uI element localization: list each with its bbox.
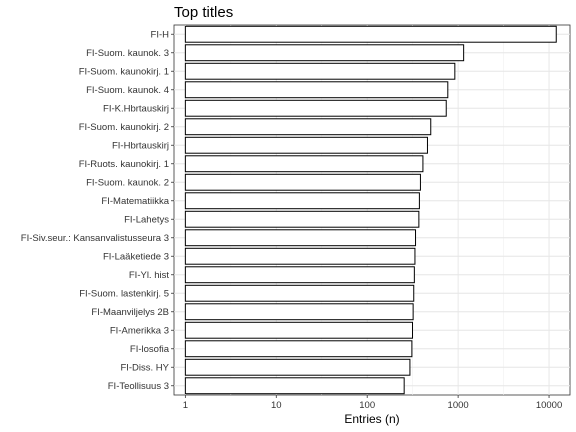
bar — [184, 321, 414, 339]
category-label: FI-Matematiikka — [101, 196, 169, 207]
category-label: FI-H — [151, 30, 170, 41]
category-label: FI-Lahetys — [124, 215, 169, 226]
category-label: FI-Hbrtauskirj — [112, 141, 169, 152]
bar — [184, 173, 421, 191]
x-tick-label: 100 — [359, 400, 375, 411]
bar — [184, 358, 411, 376]
x-tick-label: 1000 — [448, 400, 469, 411]
bar — [184, 210, 420, 228]
bar — [184, 62, 456, 80]
bar — [184, 229, 417, 247]
category-label: FI-Diss. HY — [120, 363, 169, 374]
x-tick-label: 10000 — [536, 400, 562, 411]
category-label: FI-Suom. kaunok. 2 — [86, 178, 169, 189]
bar — [184, 99, 447, 117]
bar — [184, 155, 424, 173]
chart-title: Top titles — [174, 4, 233, 21]
category-label: FI-Maanviljelys 2B — [91, 307, 169, 318]
bar — [184, 303, 414, 321]
bar — [184, 136, 428, 154]
bar — [184, 25, 557, 43]
plot-panel — [173, 24, 571, 396]
category-label: FI-Suom. kaunokirj. 2 — [79, 122, 169, 133]
category-label: FI-Suom. lastenkirj. 5 — [79, 289, 169, 300]
bar — [184, 284, 415, 302]
category-label: FI-Siv.seur.: Kansanvalistusseura 3 — [21, 233, 169, 244]
category-label: FI-Suom. kaunok. 4 — [86, 85, 169, 96]
bar — [184, 377, 405, 395]
category-label: FI-K.Hbrtauskirj — [103, 104, 169, 115]
category-label: FI-Suom. kaunokirj. 1 — [79, 67, 169, 78]
bars — [184, 25, 557, 395]
bar — [184, 192, 420, 210]
category-label: FI-Ruots. kaunokirj. 1 — [79, 159, 169, 170]
bar — [184, 44, 465, 62]
x-tick-label: 10 — [271, 400, 282, 411]
category-label: FI-Amerikka 3 — [110, 326, 169, 337]
bar — [184, 266, 415, 284]
x-axis-title: Entries (n) — [344, 412, 399, 426]
category-label: FI-losofia — [130, 344, 170, 355]
bar — [184, 340, 413, 358]
category-label: FI-Suom. kaunok. 3 — [86, 48, 169, 59]
category-label: FI-Yl. hist — [129, 270, 169, 281]
bar — [184, 81, 449, 99]
bar — [184, 118, 432, 136]
category-label: FI-Teollisuus 3 — [108, 381, 169, 392]
x-axis-ticks: 1 10 100 1000 10000 — [183, 395, 562, 411]
bar — [184, 247, 416, 265]
x-tick-label: 1 — [183, 400, 188, 411]
category-label: FI-Laäketiede 3 — [103, 252, 169, 263]
category-labels: FI-H FI-Suom. kaunok. 3 FI-Suom. kaunokirj… — [21, 30, 174, 392]
